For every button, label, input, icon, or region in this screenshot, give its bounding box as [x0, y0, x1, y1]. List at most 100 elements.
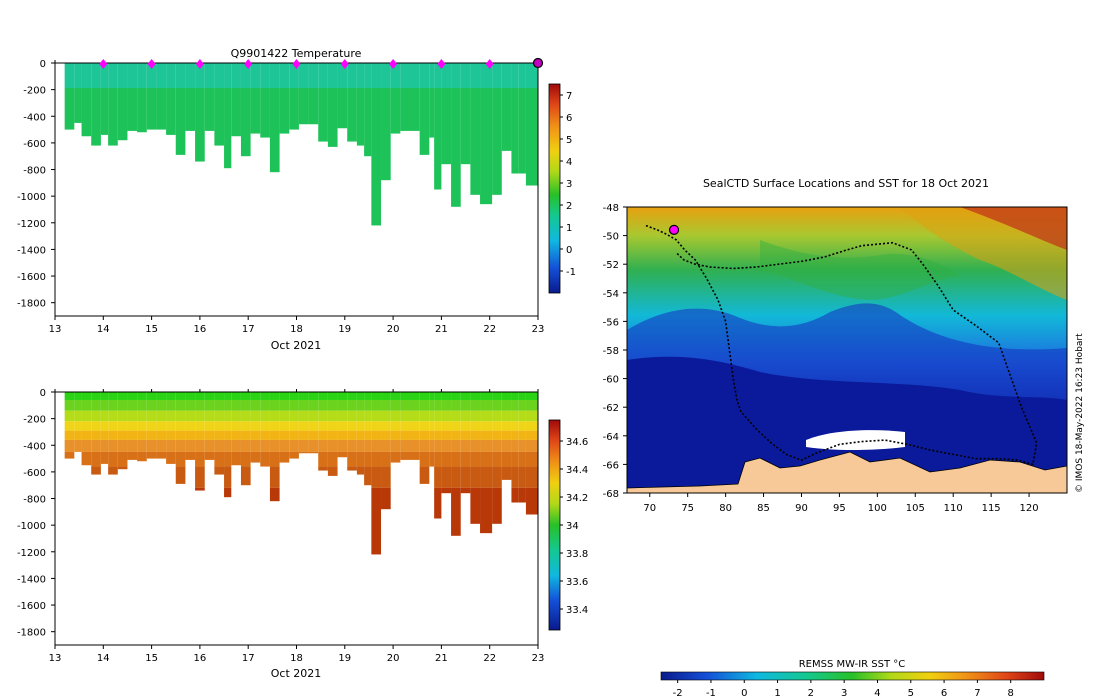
temperature-colorbar-tick-label: 3 [566, 179, 572, 190]
salinity-cell [127, 439, 138, 452]
salinity-cell [195, 430, 205, 440]
salinity-cell [214, 430, 225, 440]
salinity-cell [492, 430, 502, 440]
salinity-cell [451, 439, 461, 452]
salinity-cell [289, 410, 299, 422]
salinity-cell [74, 392, 82, 400]
salinity-cell [260, 410, 270, 422]
salinity-cell [470, 451, 481, 467]
salinity-cell [137, 430, 147, 440]
latitude-tick-label: -58 [603, 346, 619, 357]
salinity-cell [175, 392, 186, 400]
salinity-cell [81, 421, 92, 431]
sst-colorbar-tick-label: 7 [974, 688, 980, 699]
last-profile-marker [532, 57, 544, 69]
salinity-cell [525, 487, 538, 515]
salinity-cell [127, 392, 138, 400]
salinity-cell [108, 399, 118, 411]
salinity-cell [400, 421, 411, 431]
temperature-cell [470, 63, 481, 88]
salinity-cell [400, 439, 411, 452]
longitude-tick-label: 70 [643, 503, 656, 514]
salinity-cell [501, 430, 512, 440]
salinity-x-tick-label: 23 [532, 653, 545, 664]
salinity-cell [518, 410, 526, 422]
temperature-x-tick-label: 17 [242, 324, 255, 335]
salinity-cell [318, 410, 328, 422]
salinity-cell [460, 399, 471, 411]
salinity-cell [166, 410, 176, 422]
temperature-y-tick-label: -600 [23, 139, 46, 150]
salinity-cell [185, 451, 196, 460]
salinity-cell [166, 421, 176, 431]
longitude-tick-label: 105 [906, 503, 925, 514]
salinity-cell [451, 399, 461, 411]
salinity-cell [185, 410, 196, 422]
salinity-cell [195, 392, 205, 400]
salinity-cell [381, 451, 391, 467]
latitude-tick-label: -60 [603, 375, 619, 386]
temperature-cell [108, 88, 118, 146]
temperature-cell [390, 63, 401, 88]
salinity-cell [279, 399, 290, 411]
salinity-cell [204, 439, 215, 452]
surface-profile-marker [485, 59, 494, 69]
salinity-cell [231, 399, 241, 411]
salinity-cell [501, 399, 512, 411]
salinity-cell [224, 451, 232, 467]
salinity-cell [204, 430, 215, 440]
salinity-cell [470, 430, 481, 440]
salinity-cell [381, 421, 391, 431]
salinity-cell [250, 392, 261, 400]
salinity-cell [511, 392, 519, 400]
salinity-cell [260, 439, 270, 452]
temperature-cell [419, 88, 430, 155]
salinity-cell [419, 451, 430, 467]
sst-colorbar [660, 671, 1045, 681]
temperature-x-tick-label: 18 [290, 324, 303, 335]
salinity-cell [204, 392, 215, 400]
salinity-cell [204, 421, 215, 431]
temperature-y-tick-label: -200 [23, 86, 46, 97]
salinity-cell [451, 421, 461, 431]
salinity-cell [460, 410, 471, 422]
temperature-colorbar-tick-label: 7 [566, 91, 572, 102]
salinity-cell [195, 399, 205, 411]
salinity-cell [195, 410, 205, 422]
salinity-cell [185, 430, 196, 440]
temperature-cell [240, 63, 251, 88]
surface-profile-marker [195, 59, 204, 69]
salinity-cell [337, 439, 348, 452]
salinity-cell [214, 466, 225, 475]
salinity-cell [511, 451, 519, 467]
salinity-cell [347, 430, 357, 440]
salinity-cell [441, 430, 452, 440]
salinity-cell [100, 430, 109, 440]
temperature-surface-markers [99, 57, 544, 69]
salinity-data [64, 392, 538, 555]
salinity-cell [318, 430, 328, 440]
temperature-cell [204, 88, 215, 131]
salinity-cell [279, 439, 290, 452]
salinity-cell [518, 399, 526, 411]
salinity-cell [480, 466, 493, 488]
salinity-cell [419, 392, 430, 400]
salinity-cell [100, 421, 109, 431]
salinity-cell [356, 430, 365, 440]
salinity-cell [518, 466, 526, 488]
salinity-cell [308, 439, 319, 452]
sst-colorbar-tick-label: 4 [874, 688, 880, 699]
temperature-cell [441, 63, 452, 88]
salinity-cell [390, 451, 401, 463]
antarctic-land [626, 451, 1068, 494]
salinity-cell [117, 421, 128, 431]
salinity-cell [429, 399, 435, 411]
longitude-tick-label: 95 [833, 503, 846, 514]
salinity-cell [175, 421, 186, 431]
salinity-cell [480, 421, 493, 431]
salinity-cell [347, 466, 357, 471]
salinity-cell [250, 399, 261, 411]
salinity-cell [214, 392, 225, 400]
salinity-cell [347, 421, 357, 431]
salinity-cell [185, 439, 196, 452]
